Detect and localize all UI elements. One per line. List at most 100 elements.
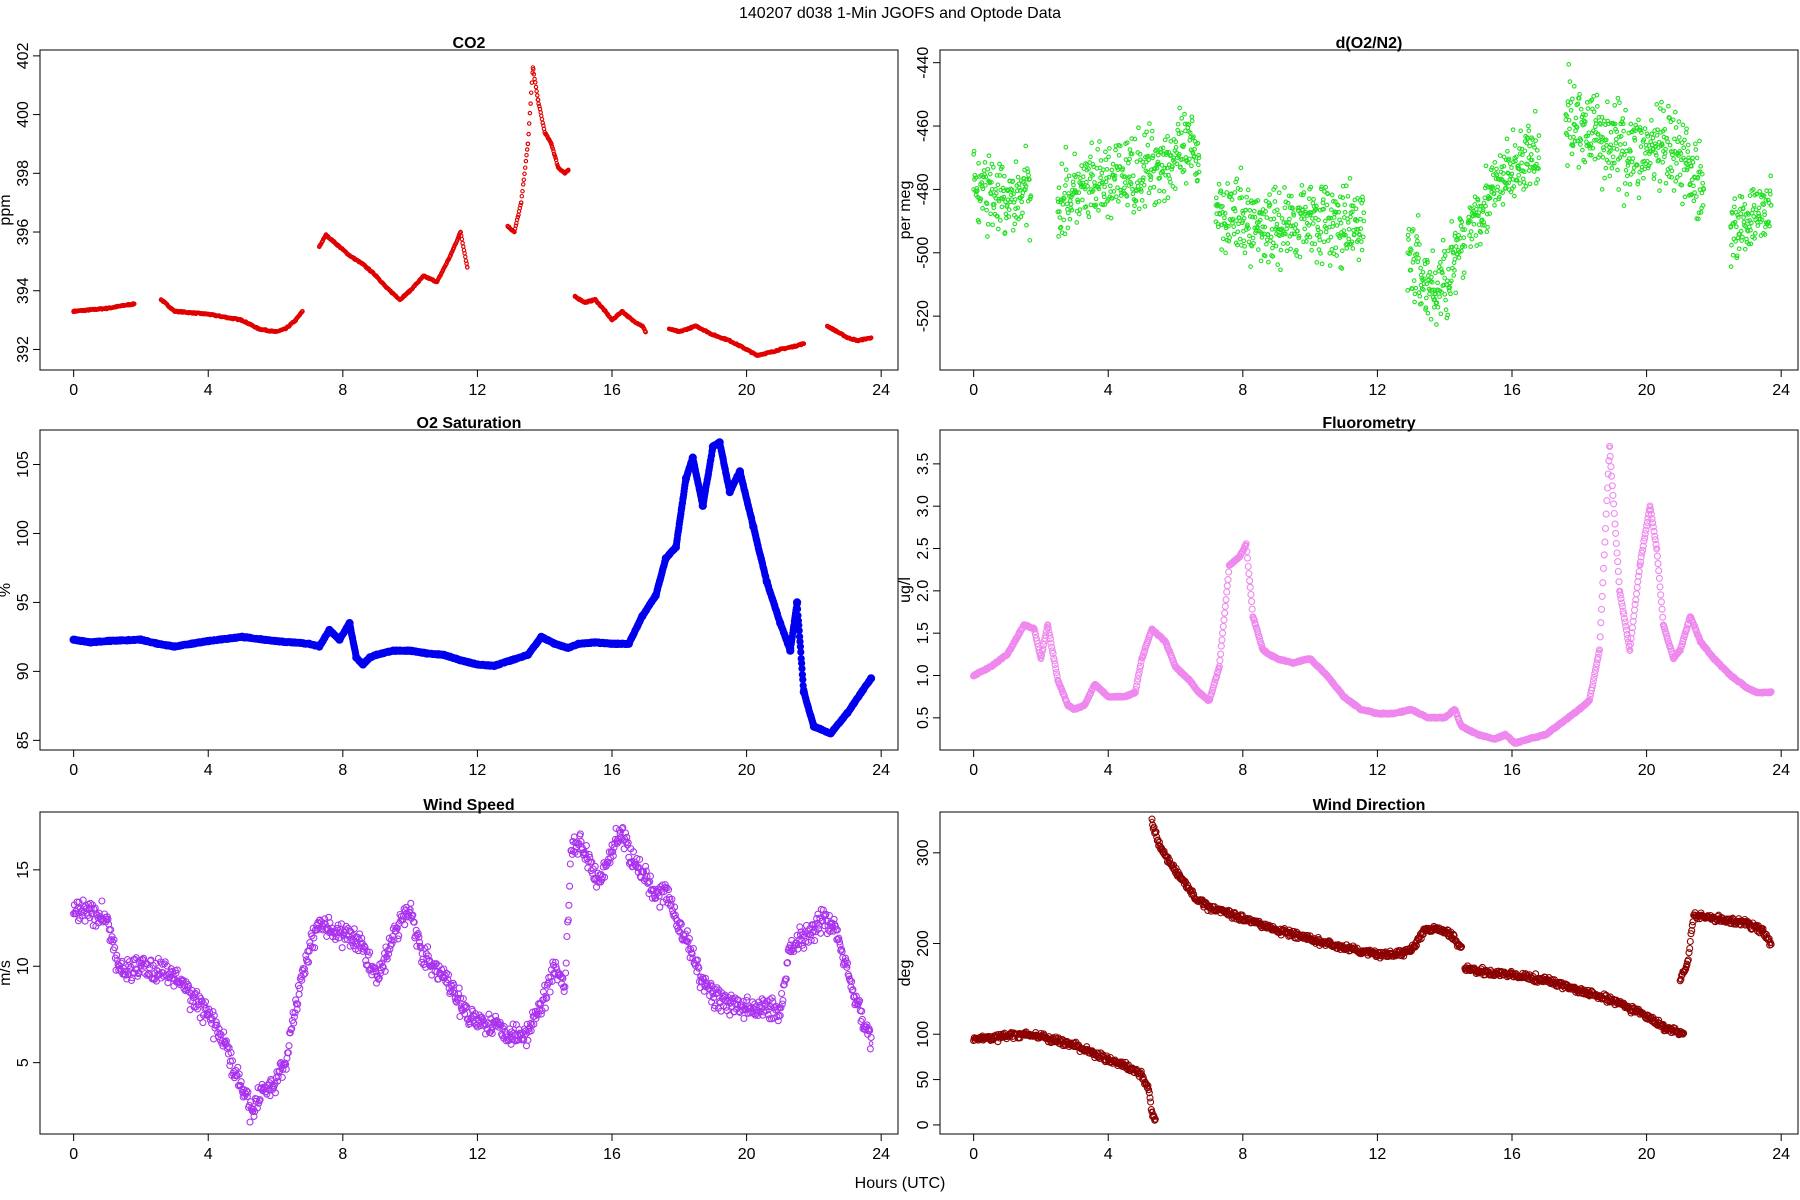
do2n2-data-point	[1693, 147, 1699, 152]
do2n2-data-point	[1318, 186, 1324, 192]
do2n2-data-point	[1632, 135, 1637, 141]
do2n2-data-point	[1153, 147, 1159, 153]
do2n2-data-point	[1287, 205, 1293, 211]
do2n2-data-point	[976, 219, 982, 225]
do2n2-data-point	[997, 173, 1003, 178]
do2n2-data-point	[1328, 234, 1334, 240]
do2n2-data-point	[1165, 195, 1171, 201]
do2n2-data-point	[1079, 163, 1084, 168]
do2n2-data-point	[1610, 154, 1616, 160]
co2-data-point	[537, 106, 543, 112]
do2n2-data-point	[1654, 102, 1660, 107]
do2n2-data-point	[1698, 163, 1704, 169]
do2n2-data-point	[1067, 216, 1073, 222]
do2n2-data-point	[1692, 175, 1698, 180]
do2n2-data-point	[1503, 185, 1509, 191]
do2n2-data-point	[1284, 226, 1289, 232]
do2n2-data-point	[1350, 209, 1355, 215]
co2-data-point	[767, 350, 773, 355]
do2n2-x-tick-label: 16	[1503, 382, 1521, 399]
do2n2-data-point	[1669, 174, 1674, 180]
do2n2-data-point	[1607, 148, 1613, 154]
do2n2-data-point	[1295, 228, 1300, 234]
do2n2-data-point	[1289, 231, 1295, 237]
o2sat-data-point	[507, 656, 516, 665]
do2n2-data-point	[1307, 234, 1313, 240]
do2n2-data-point	[990, 222, 995, 228]
do2n2-data-point	[1098, 158, 1104, 163]
do2n2-data-point	[1669, 168, 1675, 174]
do2n2-data-point	[1123, 157, 1129, 162]
do2n2-data-point	[1734, 224, 1739, 230]
do2n2-data-point	[1026, 172, 1031, 178]
do2n2-data-point	[1124, 194, 1130, 199]
do2n2-data-point	[1006, 214, 1012, 220]
do2n2-data-point	[1438, 260, 1443, 265]
do2n2-data-point	[1335, 203, 1341, 208]
do2n2-data-point	[1582, 121, 1587, 127]
do2n2-data-point	[1732, 196, 1738, 202]
o2sat-data-point	[843, 708, 852, 717]
do2n2-data-point	[1520, 152, 1525, 158]
do2n2-data-point	[1570, 143, 1576, 149]
do2n2-data-point	[1408, 247, 1414, 253]
co2-data-point	[609, 317, 615, 323]
do2n2-data-point	[1599, 114, 1605, 120]
do2n2-data-point	[1501, 163, 1507, 169]
do2n2-data-point	[996, 198, 1002, 204]
do2n2-data-point	[1656, 157, 1662, 163]
do2n2-data-point	[1006, 207, 1012, 212]
do2n2-data-point	[1360, 234, 1366, 240]
do2n2-data-point	[1216, 181, 1222, 187]
do2n2-data-point	[1500, 202, 1506, 207]
do2n2-data-point	[1674, 161, 1679, 166]
do2n2-data-point	[1104, 166, 1110, 172]
do2n2-data-point	[1142, 132, 1147, 138]
do2n2-data-point	[1494, 172, 1500, 178]
do2n2-data-point	[1093, 196, 1099, 202]
co2-data-point	[801, 341, 807, 346]
co2-data-point	[105, 306, 110, 311]
do2n2-data-point	[1246, 226, 1251, 231]
do2n2-data-point	[1132, 136, 1138, 142]
do2n2-data-point	[1303, 204, 1308, 210]
do2n2-plot-frame	[939, 49, 1799, 371]
do2n2-data-point	[1696, 210, 1702, 216]
do2n2-data-point	[1441, 282, 1447, 288]
co2-data-point	[519, 193, 525, 199]
do2n2-data-point	[1751, 202, 1757, 208]
do2n2-data-point	[1630, 156, 1636, 161]
do2n2-data-point	[1323, 229, 1329, 235]
do2n2-data-point	[1738, 228, 1744, 234]
do2n2-data-point	[1224, 223, 1229, 229]
do2n2-data-point	[1411, 256, 1417, 262]
do2n2-data-point	[1083, 204, 1089, 209]
do2n2-data-point	[1575, 101, 1581, 107]
do2n2-data-point	[1487, 211, 1493, 216]
do2n2-data-point	[1016, 216, 1021, 222]
do2n2-data-point	[1564, 132, 1570, 137]
do2n2-data-point	[1510, 127, 1516, 133]
o2sat-x-tick-label: 24	[872, 762, 890, 779]
do2n2-data-point	[1219, 247, 1224, 252]
do2n2-data-point	[1638, 130, 1644, 135]
do2n2-data-point	[1730, 252, 1736, 258]
do2n2-data-point	[1093, 202, 1099, 208]
co2-data-point	[256, 326, 262, 332]
do2n2-data-point	[1609, 161, 1615, 166]
do2n2-data-point	[1473, 206, 1479, 212]
do2n2-data-point	[1107, 183, 1113, 189]
do2n2-data-point	[1126, 174, 1132, 180]
o2sat-x-tick-label: 8	[338, 762, 347, 779]
do2n2-data-point	[1412, 291, 1418, 297]
do2n2-data-point	[1358, 216, 1363, 222]
do2n2-data-point	[1649, 131, 1655, 137]
do2n2-data-point	[1505, 148, 1510, 154]
do2n2-data-point	[995, 214, 1000, 219]
do2n2-data-point	[1657, 178, 1663, 184]
do2n2-data-point	[1452, 256, 1458, 262]
do2n2-data-point	[1285, 241, 1291, 246]
do2n2-data-point	[1059, 161, 1065, 167]
do2n2-data-point	[1634, 162, 1640, 168]
do2n2-data-point	[1443, 297, 1448, 303]
